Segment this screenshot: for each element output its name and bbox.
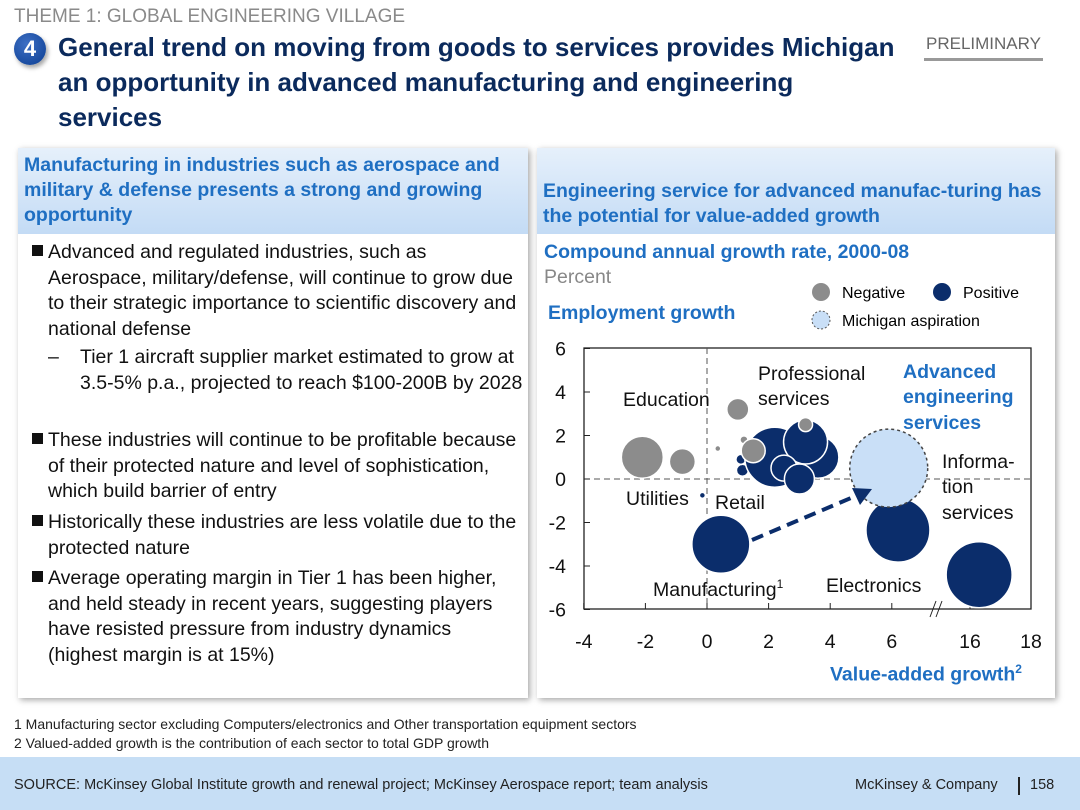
legend-positive: Positive [963,285,1019,302]
legend-aspiration-icon [811,310,831,330]
y-tick-label: -2 [549,513,566,535]
arrow-head-icon [852,488,872,505]
label-professional: Professional [758,363,865,385]
label-education: Education [623,389,710,411]
bubble-positive [691,514,751,574]
bullet-item: Historically these industries are less v… [30,510,525,561]
bubble-negative [668,447,697,476]
x-tick-label: 6 [886,631,897,653]
y-tick-label: 2 [555,426,566,448]
x-axis-label: Value-added growth2 [830,662,1022,687]
bullet-text: Historically these industries are less v… [48,511,517,559]
footnotes: 1 Manufacturing sector excluding Compute… [14,715,637,753]
bullet-square-icon [32,433,43,444]
section-number-badge: 4 [14,33,46,65]
bullet-item: These industries will continue to be pro… [30,428,525,505]
bullet-square-icon [32,571,43,582]
bubble-negative [797,416,814,433]
x-tick-label: 0 [702,631,713,653]
y-tick-label: -4 [549,556,566,578]
footnote-ref: 2 [1015,662,1022,676]
bubble-aspiration [848,428,929,508]
x-axis-label-text: Value-added growth [830,663,1016,686]
bubble-positive [698,491,707,500]
source-text: SOURCE: McKinsey Global Institute growth… [14,777,708,793]
left-panel: Manufacturing in industries such as aero… [18,148,528,698]
bullet-square-icon [32,515,43,526]
bullet-text: These industries will continue to be pro… [48,429,517,502]
legend-negative-icon [812,283,830,301]
arrow-line [751,493,859,542]
legend-negative: Negative [842,285,905,302]
y-tick-label: 4 [555,382,566,404]
bubble-positive [945,540,1013,609]
label-information: Informa- [942,451,1015,473]
bullet-text: Tier 1 aircraft supplier market estimate… [80,346,523,394]
bubble-negative [726,397,750,422]
bullet-text: Advanced and regulated industries, such … [48,241,517,340]
legend-positive-icon [933,283,951,301]
page-number: 158 [1018,777,1054,795]
label-advanced-2: engineering [903,386,1014,408]
page-title: General trend on moving from goods to se… [58,32,895,132]
chart-title: Compound annual growth rate, 2000-08 [544,241,910,263]
bullet-text: Average operating margin in Tier 1 has b… [48,567,497,666]
label-advanced: Advanced [903,361,996,383]
footer-band [0,757,1080,810]
x-tick-label: 4 [825,631,836,653]
theme-label: THEME 1: GLOBAL ENGINEERING VILLAGE [14,6,406,27]
x-tick-label: -4 [575,631,592,653]
x-tick-label: -2 [637,631,654,653]
label-professional-2: services [758,388,830,410]
bullet-item: Advanced and regulated industries, such … [30,240,525,342]
company-name: McKinsey & Company [855,777,998,793]
bubble-positive [783,463,816,495]
footnote-2: 2 Valued-added growth is the contributio… [14,735,489,751]
sub-bullet-item: – Tier 1 aircraft supplier market estimat… [30,345,525,396]
label-information-2: tion [942,476,973,498]
bubble-negative [714,444,722,453]
label-information-3: services [942,502,1014,524]
label-retail: Retail [715,492,765,514]
x-tick-label: 2 [763,631,774,653]
label-advanced-3: services [903,412,981,434]
bubble-positive [865,497,931,563]
x-tick-label: 18 [1020,631,1042,653]
bubble-negative [740,437,766,464]
dash-icon: – [48,346,59,368]
y-tick-label: 6 [555,339,566,361]
label-electronics: Electronics [826,575,922,597]
label-manufacturing: Manufacturing1 [653,577,784,601]
axis-break-icon [929,600,943,618]
left-panel-heading: Manufacturing in industries such as aero… [18,148,528,234]
legend-aspiration: Michigan aspiration [842,313,980,330]
right-panel-heading: Engineering service for advanced manufac… [537,148,1055,234]
y-tick-label: 0 [555,469,566,491]
bubble-negative [620,435,665,479]
label-utilities: Utilities [626,488,689,510]
x-tick-label: 16 [959,631,981,653]
y-tick-label: -6 [549,600,566,622]
footnote-1: 1 Manufacturing sector excluding Compute… [14,716,637,732]
chart-subtitle: Percent [544,266,612,288]
y-axis-label: Employment growth [548,302,736,324]
preliminary-badge: PRELIMINARY [924,34,1043,61]
bullet-item: Average operating margin in Tier 1 has b… [30,566,525,668]
bullet-square-icon [32,245,43,256]
